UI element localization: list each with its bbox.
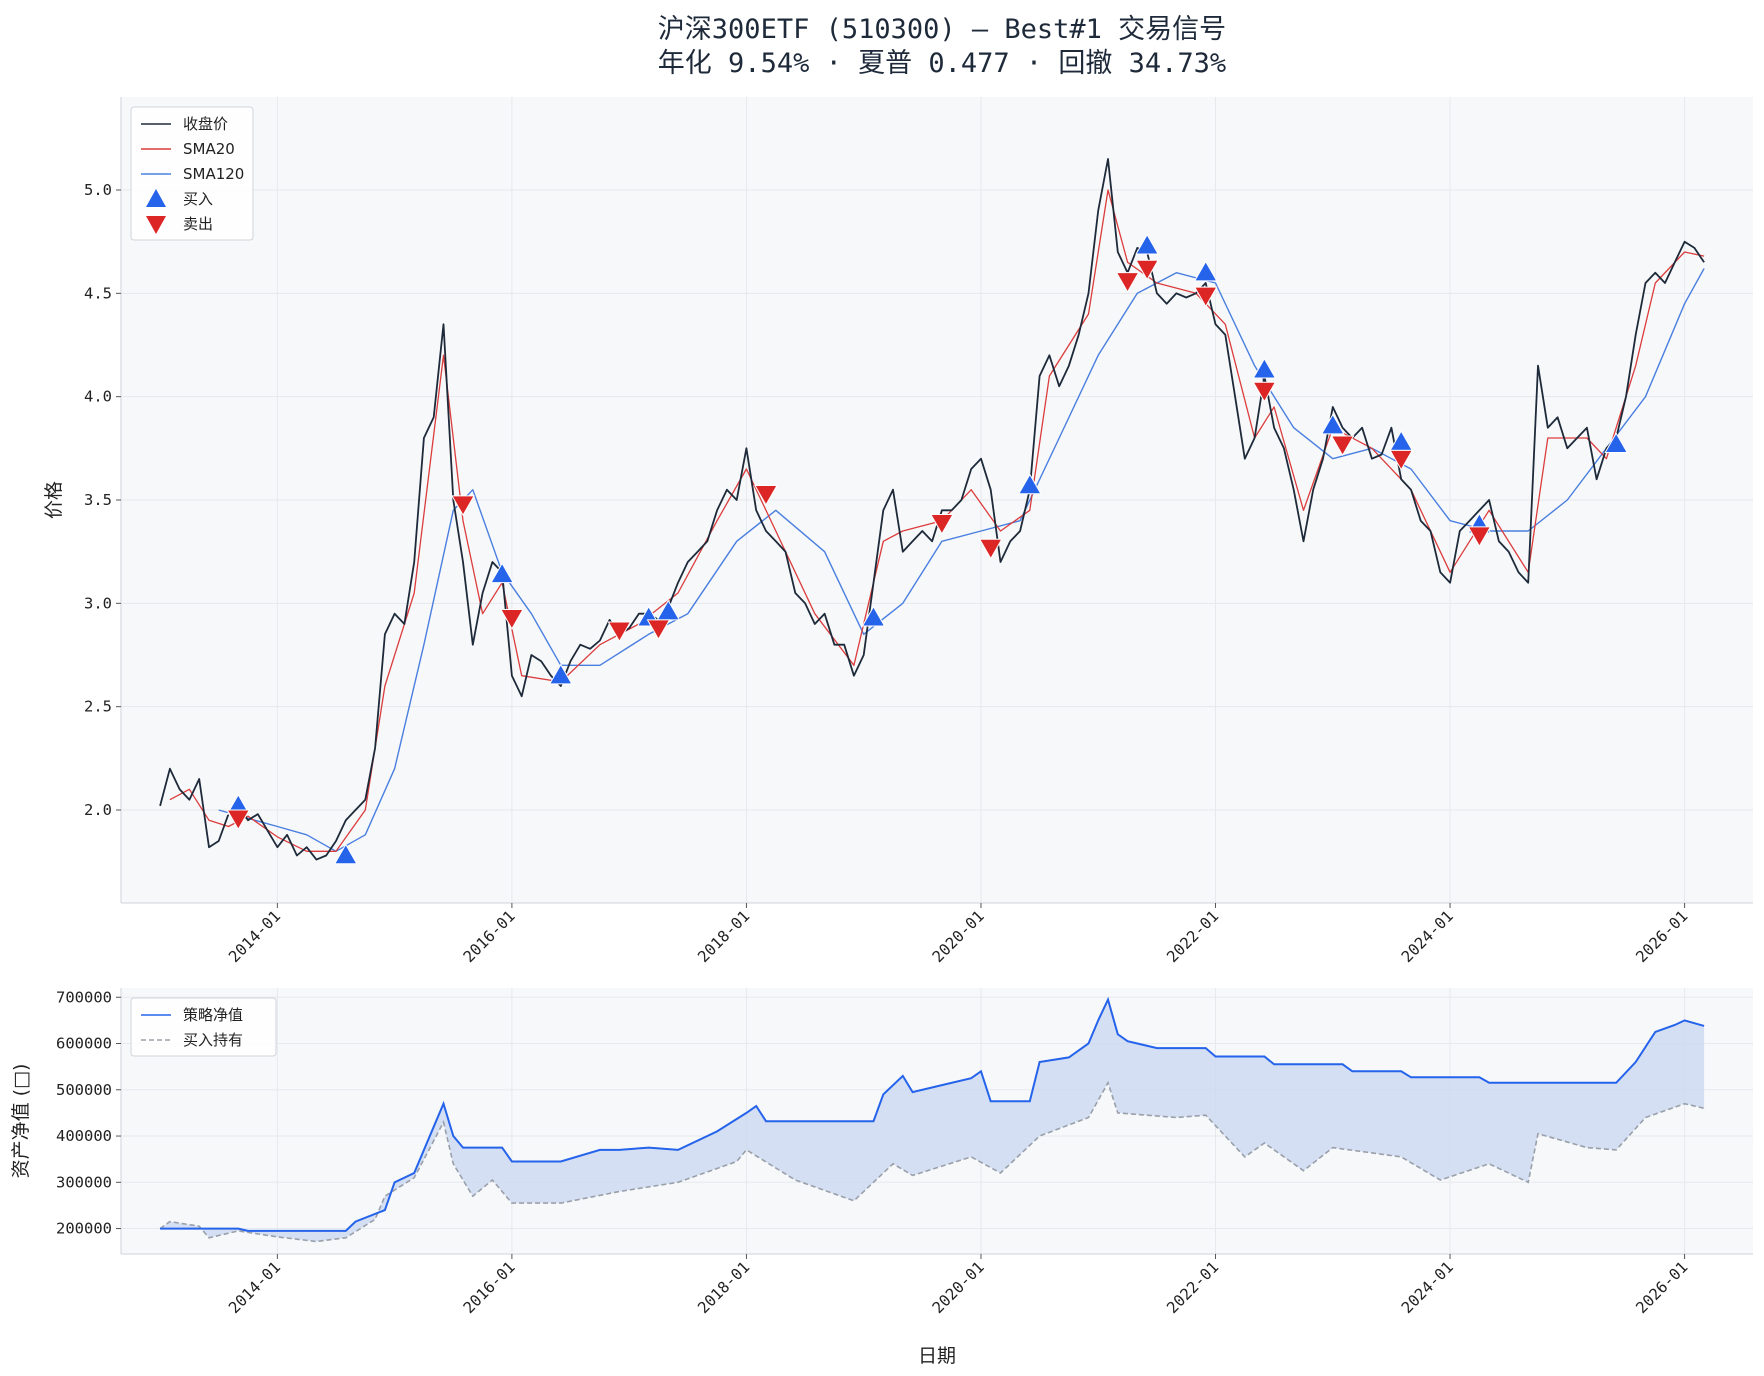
x-tick-label: 2018-01 bbox=[694, 907, 753, 966]
y-tick-label: 700000 bbox=[56, 988, 112, 1006]
sma20-line bbox=[169, 189, 1705, 852]
sell-signal-marker bbox=[226, 809, 251, 831]
sell-signal-marker bbox=[1330, 435, 1355, 457]
y-tick-label: 200000 bbox=[56, 1220, 112, 1238]
legend-swatch-sell bbox=[146, 216, 166, 234]
y-tick-label: 300000 bbox=[56, 1173, 112, 1191]
legend-box bbox=[130, 997, 277, 1057]
y-tick-label: 2.0 bbox=[84, 801, 112, 819]
x-tick-label: 2014-01 bbox=[225, 907, 284, 966]
y-tick-label: 400000 bbox=[56, 1127, 112, 1145]
sell-signal-marker bbox=[646, 619, 671, 641]
y-axis-label: 资产净值 (□) bbox=[10, 1064, 32, 1179]
sell-signal-marker bbox=[451, 495, 475, 517]
panel-price: 2.0 2.5 3.0 3.5 4.0 4.5 5.0 2014-01 2016-01 2018-… bbox=[43, 97, 1753, 966]
x-tick-label: 2022-01 bbox=[1163, 1258, 1222, 1317]
legend-label: 买入持有 bbox=[183, 1031, 243, 1049]
y-tick-label: 4.0 bbox=[84, 388, 112, 406]
y-tick-label: 600000 bbox=[56, 1035, 112, 1053]
buy-signal-marker bbox=[1193, 260, 1218, 282]
buy-signal-marker bbox=[1320, 413, 1345, 435]
buy-signal-marker bbox=[1252, 357, 1277, 379]
sma120-line bbox=[218, 268, 1705, 852]
close-price-line bbox=[159, 158, 1705, 861]
buy-hold-line bbox=[159, 1080, 1705, 1243]
y-tick-label: 500000 bbox=[56, 1081, 112, 1099]
panel-equity: 200000 300000 400000 500000 600000 700000 2014… bbox=[10, 988, 1753, 1367]
y-tick-label: 3.5 bbox=[84, 491, 112, 509]
legend-label: 策略净值 bbox=[183, 1006, 243, 1024]
sell-signal-marker bbox=[1115, 272, 1140, 293]
sell-signal-marker bbox=[1135, 259, 1159, 281]
chart-subtitle: 年化 9.54% · 夏普 0.477 · 回撤 34.73% bbox=[658, 48, 1226, 79]
x-tick-label: 2016-01 bbox=[460, 1258, 519, 1317]
x-tick-label: 2022-01 bbox=[1163, 907, 1222, 966]
buy-signal-marker bbox=[548, 663, 573, 685]
x-tick-label: 2024-01 bbox=[1398, 907, 1457, 966]
sell-signal-marker bbox=[1193, 286, 1218, 308]
legend-swatch-buy bbox=[146, 189, 166, 207]
legend-label: 卖出 bbox=[183, 215, 213, 233]
y-tick-label: 5.0 bbox=[84, 181, 112, 199]
buy-signal-marker bbox=[1135, 233, 1159, 255]
sell-signal-marker bbox=[978, 538, 1003, 560]
sell-signal-marker bbox=[1389, 449, 1414, 471]
buy-signal-marker bbox=[1604, 432, 1629, 453]
x-tick-label: 2024-01 bbox=[1398, 1258, 1457, 1317]
x-tick-label: 2020-01 bbox=[929, 1258, 988, 1317]
sell-signal-marker bbox=[930, 513, 954, 535]
x-tick-label: 2018-01 bbox=[694, 1258, 753, 1317]
y-tick-label: 3.0 bbox=[84, 594, 112, 612]
legend-label: 收盘价 bbox=[183, 115, 228, 133]
legend-label: 买入 bbox=[183, 190, 213, 208]
strategy-equity-line bbox=[160, 996, 1705, 1232]
legend-label: SMA20 bbox=[183, 140, 235, 158]
sell-signal-marker bbox=[1252, 381, 1277, 403]
x-tick-label: 2026-01 bbox=[1632, 907, 1691, 966]
legend-label: SMA120 bbox=[183, 165, 244, 183]
buy-signal-marker bbox=[861, 605, 886, 627]
equity-gap-fill bbox=[160, 999, 1705, 1242]
x-tick-label: 2014-01 bbox=[225, 1258, 284, 1317]
buy-signal-marker bbox=[490, 562, 514, 584]
x-axis-label: 日期 bbox=[918, 1345, 956, 1367]
sell-signal-marker bbox=[500, 609, 524, 630]
y-tick-label: 4.5 bbox=[84, 284, 112, 302]
x-tick-label: 2020-01 bbox=[929, 907, 988, 966]
sell-signal-marker bbox=[754, 485, 778, 506]
y-tick-label: 2.5 bbox=[84, 698, 112, 716]
chart-title: 沪深300ETF (510300) — Best#1 交易信号 bbox=[658, 14, 1226, 45]
buy-signal-marker bbox=[333, 843, 358, 865]
x-tick-label: 2016-01 bbox=[460, 907, 519, 966]
sell-signal-marker bbox=[607, 621, 632, 643]
x-tick-label: 2026-01 bbox=[1632, 1258, 1691, 1317]
sell-signal-marker bbox=[1467, 526, 1492, 548]
buy-signal-marker bbox=[1017, 473, 1042, 495]
y-axis-label: 价格 bbox=[43, 481, 65, 519]
